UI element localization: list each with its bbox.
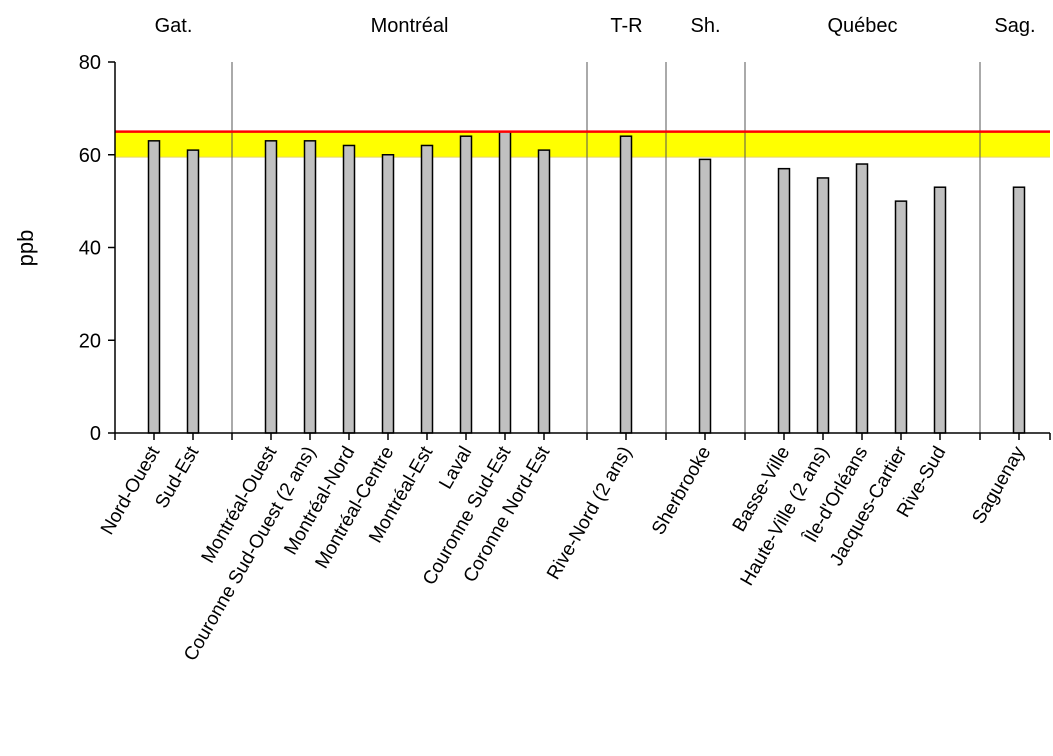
y-tick-label: 40 <box>79 238 101 260</box>
bar-saguenay <box>1012 186 1026 434</box>
bar-montr-al-ouest <box>264 140 278 434</box>
bar-jacques-cartier <box>894 200 908 434</box>
bar-montr-al-centre <box>381 154 395 434</box>
category-label: Laval <box>435 443 476 493</box>
category-label: Nord-Ouest <box>97 442 165 538</box>
group-label: Gat. <box>155 15 193 37</box>
group-label: Sh. <box>690 15 720 37</box>
bar-sud-est <box>186 149 200 434</box>
group-label: Sag. <box>994 15 1035 37</box>
y-axis-label: ppb <box>13 230 38 267</box>
bar-rive-sud <box>933 186 947 434</box>
y-tick-label: 0 <box>90 423 101 445</box>
bar-montr-al-nord <box>342 144 356 434</box>
bar-haute-ville-2-ans- <box>816 177 830 434</box>
y-tick-label: 80 <box>79 52 101 74</box>
bar-nord-ouest <box>147 140 161 434</box>
category-label: Saguenay <box>968 443 1029 528</box>
bar--le-d-orl-ans <box>855 163 869 434</box>
group-label: Montréal <box>371 15 449 37</box>
bar-sherbrooke <box>698 158 712 434</box>
bar-montr-al-est <box>420 144 434 434</box>
group-label: Québec <box>827 15 897 37</box>
y-tick-label: 20 <box>79 330 101 352</box>
bar-basse-ville <box>777 167 791 434</box>
category-label: Rive-Nord (2 ans) <box>543 443 636 583</box>
bar-rive-nord-2-ans- <box>619 135 633 434</box>
category-label: Sherbrooke <box>648 443 715 539</box>
bar-couronne-sud-ouest-2-ans- <box>303 140 317 434</box>
bar-couronne-sud-est <box>498 130 512 434</box>
reference-band <box>115 131 1050 158</box>
y-tick-label: 60 <box>79 145 101 167</box>
group-label: T-R <box>610 15 642 37</box>
bar-laval <box>459 135 473 434</box>
bar-coronne-nord-est <box>537 149 551 434</box>
